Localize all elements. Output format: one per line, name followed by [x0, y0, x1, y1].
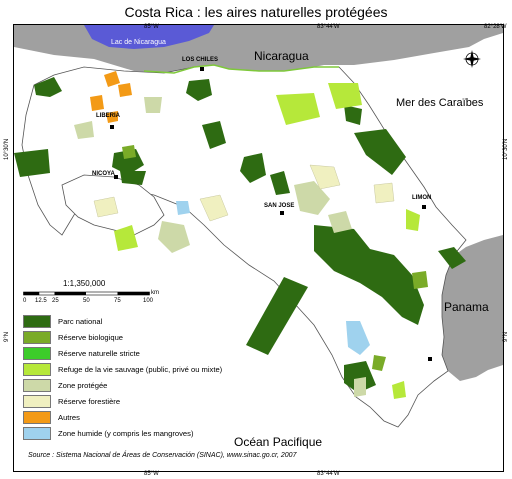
legend-item: Zone humide (y compris les mangroves) — [23, 426, 235, 442]
legend-label: Autres — [58, 413, 80, 423]
scale-tick-2: 25 — [52, 298, 59, 304]
pacific-ocean-label: Océan Pacifique — [234, 435, 323, 449]
legend-label: Réserve forestière — [58, 397, 121, 407]
scale-graphic — [23, 291, 150, 296]
wetlands — [176, 201, 370, 355]
costa-rica-map — [14, 25, 503, 428]
limon-label: LIMON — [412, 195, 432, 201]
legend-swatch — [23, 411, 51, 425]
scale-tick-4: 75 — [114, 298, 121, 304]
lake-nicaragua — [84, 25, 214, 49]
wildlife-refuges — [114, 83, 420, 399]
nicaragua-border — [143, 64, 339, 74]
legend-swatch — [23, 330, 51, 344]
nicoya-label: NICOYA — [92, 171, 115, 177]
legend-label: Refuge de la vie sauvage (public, privé … — [58, 364, 223, 374]
lake-nicaragua-label: Lac de Nicaragua — [111, 39, 166, 46]
legend: Parc national Réserve biologique Réserve… — [23, 313, 235, 442]
scale-tick-0: 0 — [23, 298, 27, 304]
legend-swatch — [23, 314, 51, 328]
legend-item: Parc national — [23, 313, 235, 329]
legend-label: Parc national — [58, 316, 103, 326]
coord-right-2: 9°N — [503, 331, 509, 342]
scale-tick-5: 100 — [143, 298, 154, 304]
scale-ratio: 1:1,350,000 — [63, 279, 106, 288]
coord-bottom-1: 85°W — [144, 471, 159, 477]
forest-reserves — [93, 164, 395, 222]
caribbean-sea-label: Mer des Caraïbes — [396, 97, 484, 109]
coord-right-1: 10°30'N — [503, 138, 509, 160]
scale-tick-3: 50 — [83, 298, 90, 304]
coord-bottom-2: 83°44'W — [317, 471, 340, 477]
scale-tick-1: 12.5 — [35, 298, 47, 304]
map-frame: Lac de Nicaragua LOS CHILES Nicaragua Me… — [13, 24, 504, 472]
national-parks — [14, 77, 466, 393]
other-areas — [90, 71, 132, 123]
legend-label: Réserve naturelle stricte — [58, 348, 140, 358]
legend-item: Réserve biologique — [23, 329, 235, 345]
legend-label: Zone protégée — [58, 380, 108, 390]
legend-swatch — [23, 395, 51, 409]
protected-zones — [74, 97, 366, 397]
legend-swatch — [23, 427, 51, 441]
coord-top-2: 83°44'W — [317, 24, 340, 30]
legend-item: Réserve naturelle stricte — [23, 345, 235, 361]
los-chiles-label: LOS CHILES — [182, 57, 219, 63]
legend-swatch — [23, 378, 51, 392]
panama-land — [441, 235, 503, 381]
liberia-label: LIBERIA — [96, 113, 120, 119]
panama-label: Panama — [444, 300, 489, 314]
map-title: Costa Rica : les aires naturelles protég… — [124, 4, 388, 20]
legend-swatch — [23, 346, 51, 360]
scale-unit: km — [151, 290, 159, 296]
coord-left-2: 9°N — [4, 331, 10, 342]
biological-reserves — [122, 145, 428, 371]
legend-label: Zone humide (y compris les mangroves) — [58, 429, 194, 439]
legend-item: Autres — [23, 410, 235, 426]
coord-top-3: 82°28'W — [484, 24, 507, 30]
legend-label: Réserve biologique — [58, 332, 124, 342]
coord-top-1: 85°W — [144, 24, 159, 30]
san-jose-label: SAN JOSE — [264, 203, 295, 209]
coord-left-1: 10°30'N — [4, 138, 10, 160]
city-markers — [110, 67, 432, 361]
legend-swatch — [23, 362, 51, 376]
legend-item: Réserve forestière — [23, 393, 235, 409]
source-note: Source : Sistema Nacional de Áreas de Co… — [28, 452, 297, 459]
north-arrow — [463, 50, 481, 68]
legend-item: Refuge de la vie sauvage (public, privé … — [23, 361, 235, 377]
nicaragua-label: Nicaragua — [254, 49, 309, 63]
legend-item: Zone protégée — [23, 377, 235, 393]
